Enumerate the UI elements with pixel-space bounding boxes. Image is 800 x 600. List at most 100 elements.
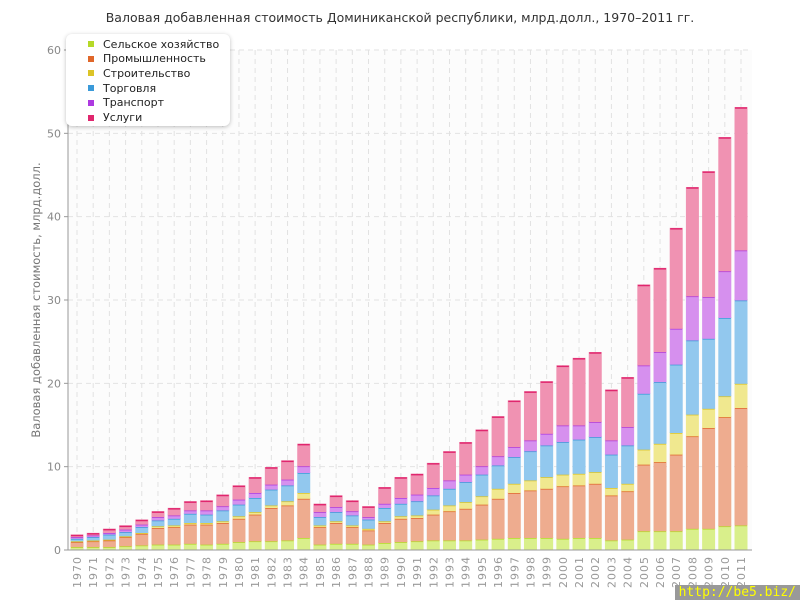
bar-segment xyxy=(167,526,181,545)
bar-segment xyxy=(653,351,667,383)
x-tick-label: 2006 xyxy=(654,556,667,588)
y-tick-label: 0 xyxy=(54,544,61,557)
bar-segment xyxy=(588,537,602,551)
bar-segment xyxy=(216,509,230,522)
bar-segment xyxy=(507,537,521,551)
bar-segment xyxy=(572,438,586,474)
y-tick-label: 20 xyxy=(47,377,61,390)
bar-segment xyxy=(459,539,473,551)
bar-segment xyxy=(264,467,278,485)
legend-label: Торговля xyxy=(103,81,157,95)
bar-segment xyxy=(621,426,635,446)
bar-segment xyxy=(491,464,505,489)
bar-segment xyxy=(345,526,359,544)
bar-segment xyxy=(572,424,586,440)
bar-segment xyxy=(604,453,618,488)
bar-segment xyxy=(378,507,392,522)
x-tick-label: 1991 xyxy=(411,556,424,588)
legend-label: Транспорт xyxy=(103,96,164,110)
x-tick-label: 1970 xyxy=(71,556,84,588)
bar-segment xyxy=(475,503,489,540)
bar-segment xyxy=(718,525,732,551)
bar-segment xyxy=(702,296,716,339)
x-tick-label: 2010 xyxy=(719,556,732,588)
bar-segment xyxy=(475,538,489,551)
bar-segment xyxy=(329,522,343,544)
bar-segment xyxy=(426,513,440,541)
legend-item[interactable]: Транспорт xyxy=(88,96,164,110)
bar-segment xyxy=(281,484,295,502)
bar-segment xyxy=(151,527,165,545)
bar-segment xyxy=(507,482,521,494)
legend-swatch-icon xyxy=(88,55,94,62)
bar-segment xyxy=(556,424,570,443)
bar-segment xyxy=(523,479,537,491)
bar-segment xyxy=(394,477,408,498)
bar-segment xyxy=(604,389,618,441)
bar-segment xyxy=(507,446,521,458)
bar-segment xyxy=(475,429,489,467)
bar-segment xyxy=(734,407,748,526)
x-tick-label: 1988 xyxy=(363,556,376,588)
bar-segment xyxy=(362,506,376,518)
bar-segment xyxy=(572,484,586,538)
bar-segment xyxy=(200,523,214,545)
bar-segment xyxy=(313,526,327,545)
x-tick-label: 1987 xyxy=(346,556,359,588)
legend-item[interactable]: Строительство xyxy=(88,66,190,80)
legend-label: Услуги xyxy=(103,111,143,124)
x-tick-label: 1997 xyxy=(508,556,521,588)
bar-segment xyxy=(507,456,521,484)
bar-segment xyxy=(491,416,505,457)
legend-item[interactable]: Торговля xyxy=(88,81,156,95)
bar-segment xyxy=(734,107,748,251)
bar-segment xyxy=(426,462,440,489)
bar-segment xyxy=(621,490,635,540)
bar-segment xyxy=(540,444,554,478)
bar-segment xyxy=(604,494,618,541)
bar-segment xyxy=(637,530,651,551)
bar-segment xyxy=(523,391,537,441)
bar-segment xyxy=(410,473,424,495)
bar-segment xyxy=(459,442,473,475)
bar-segment xyxy=(556,485,570,539)
legend-swatch-icon xyxy=(88,99,94,106)
legend-swatch-icon xyxy=(88,114,94,121)
x-tick-label: 1983 xyxy=(282,556,295,588)
legend-item[interactable]: Промышленность xyxy=(88,52,206,66)
bar-segment xyxy=(669,227,683,329)
bar-segment xyxy=(297,537,311,551)
x-tick-label: 1994 xyxy=(460,556,473,588)
bar-segment xyxy=(653,442,667,463)
bar-segment xyxy=(523,450,537,481)
bar-segment xyxy=(523,439,537,452)
x-tick-label: 1986 xyxy=(330,556,343,588)
bar-segment xyxy=(669,530,683,551)
bar-segment xyxy=(394,517,408,543)
x-tick-label: 2003 xyxy=(605,556,618,588)
bar-segment xyxy=(556,473,570,487)
bar-segment xyxy=(540,476,554,489)
bar-segment xyxy=(442,487,456,506)
bar-segment xyxy=(232,503,246,517)
legend-swatch-icon xyxy=(88,41,94,47)
x-tick-label: 1982 xyxy=(265,556,278,588)
bar-segment xyxy=(588,436,602,473)
x-tick-label: 1980 xyxy=(233,556,246,588)
bar-segment xyxy=(621,538,635,551)
x-tick-label: 1999 xyxy=(541,556,554,588)
bar-segment xyxy=(572,357,586,426)
legend-item[interactable]: Сельское хозяйство xyxy=(88,37,219,51)
legend-item[interactable]: Услуги xyxy=(88,111,142,125)
bar-segment xyxy=(685,527,699,551)
bar-segment xyxy=(588,482,602,539)
bar-segment xyxy=(410,517,424,542)
bar-segment xyxy=(637,284,651,366)
bar-segment xyxy=(734,299,748,384)
bar-segment xyxy=(200,500,214,511)
bar-segment xyxy=(394,502,408,517)
bar-segment xyxy=(459,481,473,503)
bar-segment xyxy=(556,365,570,426)
x-tick-label: 1971 xyxy=(87,556,100,588)
bar-segment xyxy=(281,539,295,551)
